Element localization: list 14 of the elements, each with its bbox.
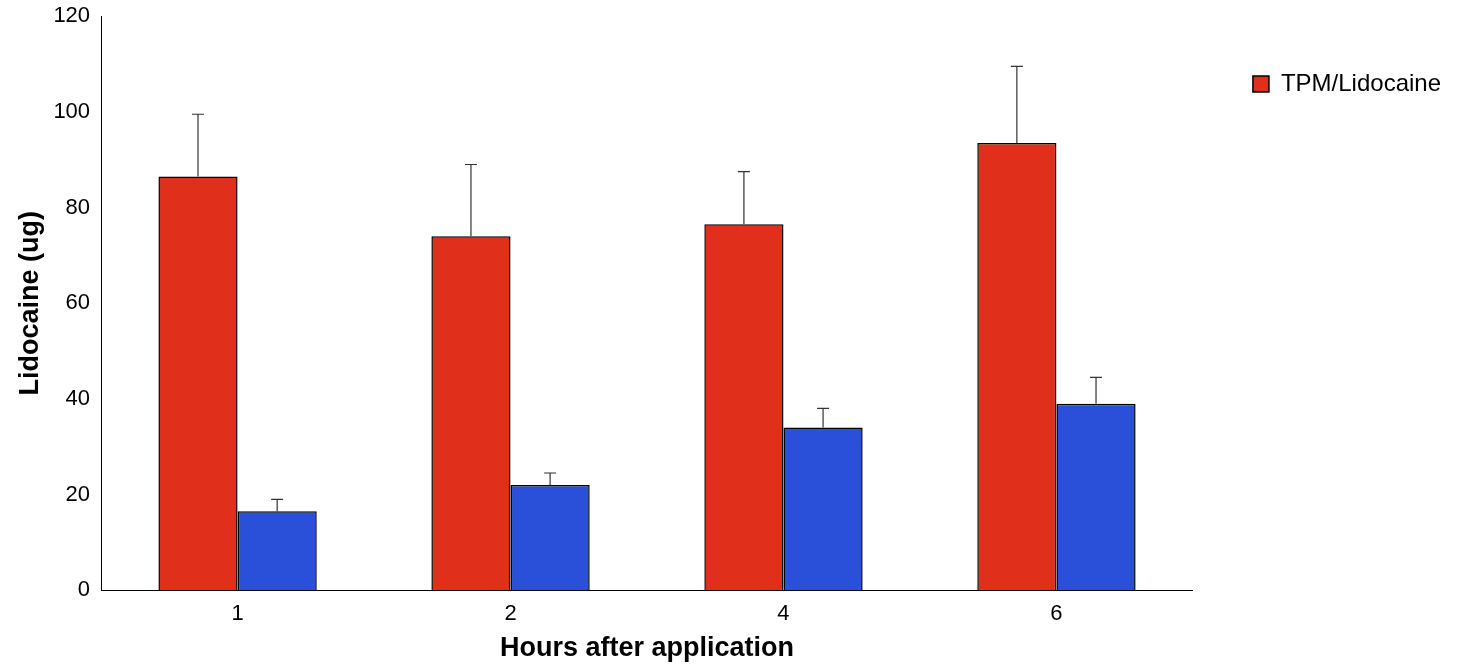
y-axis-title: Lidocaine (ug) [13, 210, 44, 396]
x-axis-title: Hours after application [499, 632, 795, 663]
x-tick-label: 6 [1050, 600, 1063, 626]
y-tick-label: 60 [65, 289, 91, 315]
y-tick-label: 120 [53, 2, 91, 28]
y-tick-label: 40 [65, 384, 91, 410]
y-tick-label: 80 [65, 193, 91, 219]
y-tick-label: 0 [77, 576, 91, 602]
x-tick-label: 4 [777, 600, 790, 626]
legend-label: TPM/Lidocaine [1280, 68, 1441, 96]
x-tick-label: 2 [504, 600, 517, 626]
x-tick-label: 1 [231, 600, 244, 626]
y-tick-label: 20 [65, 480, 91, 506]
y-tick-label: 100 [53, 97, 91, 123]
